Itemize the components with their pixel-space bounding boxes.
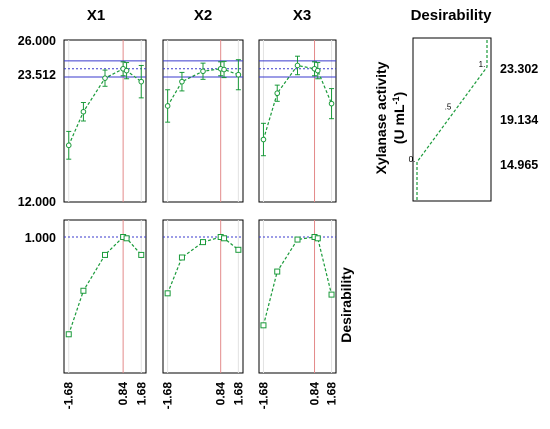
- des-tick-1: 23.302: [500, 62, 538, 76]
- x-tick-label-x3-1: 0.84: [308, 382, 322, 406]
- desprof-point-x1-2: [102, 251, 108, 258]
- profile-point-x1-0: [65, 142, 72, 149]
- desfunc-point-label-0: 0.: [409, 155, 416, 164]
- desprof-point-x2-0: [164, 290, 171, 297]
- x-tick-label-x1-1: 0.84: [116, 382, 130, 406]
- x-tick-label-x3-2: 1.68: [325, 382, 339, 406]
- profile-point-x2-0: [164, 103, 171, 109]
- profile-point-x1-5: [138, 78, 145, 85]
- profile-point-x2-2: [200, 68, 206, 75]
- profile-frame-x2: [162, 39, 244, 203]
- desirability-profiles: -1.68 0.84 1.68 -1.68 0.84 1.68 -1.68 0.84 1.68: [62, 219, 339, 410]
- prediction-profiles: [63, 39, 337, 203]
- des-tick-3: 14.965: [500, 158, 538, 172]
- x-tick-label-x1-0: -1.68: [62, 382, 76, 410]
- desfunc-frame: [412, 37, 492, 202]
- desprof-point-x1-1: [80, 287, 87, 294]
- y-tick-top-min: 12.000: [18, 195, 56, 209]
- desprof-point-x2-1: [178, 254, 185, 261]
- units-text: (U mL: [391, 104, 407, 144]
- des-tick-2: 19.134: [500, 113, 538, 127]
- profile-point-x3-5: [328, 100, 335, 107]
- profile-frame-x3: [258, 39, 337, 203]
- desprof-frame-x2: [162, 219, 244, 374]
- desprof-point-x2-4: [221, 235, 228, 242]
- desprof-point-x3-4: [314, 235, 321, 242]
- x-tick-label-x2-1: 0.84: [214, 382, 228, 406]
- desprof-point-x3-0: [260, 322, 267, 329]
- desprof-point-x3-2: [294, 236, 301, 243]
- desirability-title: Desirability: [411, 7, 493, 24]
- desfunc-line: [416, 39, 488, 200]
- desprof-point-x1-4: [123, 235, 130, 242]
- profile-point-x1-4: [123, 67, 130, 74]
- profile-point-x2-1: [179, 78, 185, 85]
- profile-point-x2-4: [221, 66, 227, 73]
- header-x2: X2: [194, 7, 212, 24]
- desprof-point-x3-5: [328, 291, 335, 298]
- x-tick-label-x2-0: -1.68: [161, 382, 175, 410]
- xylanase-ylabel: Xylanase activity: [373, 61, 389, 174]
- x-tick-label-x1-2: 1.68: [134, 382, 148, 406]
- desprof-line-x1: [68, 236, 142, 335]
- profile-point-x3-1: [274, 90, 281, 97]
- profile-frame-x1: [63, 39, 147, 203]
- desirability-ylabel: Desirability: [338, 267, 354, 343]
- units-close: ): [391, 92, 407, 97]
- desprof-line-x3: [262, 236, 333, 326]
- desprof-point-x2-5: [235, 246, 242, 253]
- profile-point-x3-0: [260, 136, 267, 143]
- xylanase-units: (U mL-1): [391, 92, 407, 144]
- profile-point-x3-2: [294, 62, 301, 69]
- y-tick-top-pred: 23.512: [18, 68, 56, 82]
- desfunc-point-label-1: .5: [445, 102, 452, 111]
- profile-point-x1-1: [80, 108, 87, 115]
- header-x3: X3: [293, 7, 311, 24]
- desprof-point-x3-1: [274, 268, 281, 275]
- units-sup: -1: [391, 96, 401, 104]
- desfunc-point-label-2: 1.: [479, 60, 486, 69]
- desirability-function: 0. .5 1.: [409, 37, 492, 202]
- profile-point-x2-5: [235, 71, 242, 78]
- y-tick-bottom-max: 1.000: [25, 231, 56, 245]
- desprof-point-x2-2: [200, 239, 206, 246]
- x-tick-label-x3-0: -1.68: [256, 382, 270, 410]
- profile-point-x3-4: [314, 67, 321, 74]
- desprof-point-x1-0: [65, 331, 72, 338]
- desprof-line-x2: [167, 236, 239, 294]
- header-x1: X1: [87, 7, 105, 24]
- desprof-point-x1-5: [138, 251, 145, 258]
- y-tick-top-max: 26.000: [18, 34, 56, 48]
- profile-line-x1: [68, 68, 142, 146]
- profile-point-x1-2: [102, 75, 108, 81]
- x-tick-label-x2-2: 1.68: [231, 382, 245, 406]
- desprof-frame-x3: [258, 219, 337, 374]
- desprof-frame-x1: [63, 219, 147, 374]
